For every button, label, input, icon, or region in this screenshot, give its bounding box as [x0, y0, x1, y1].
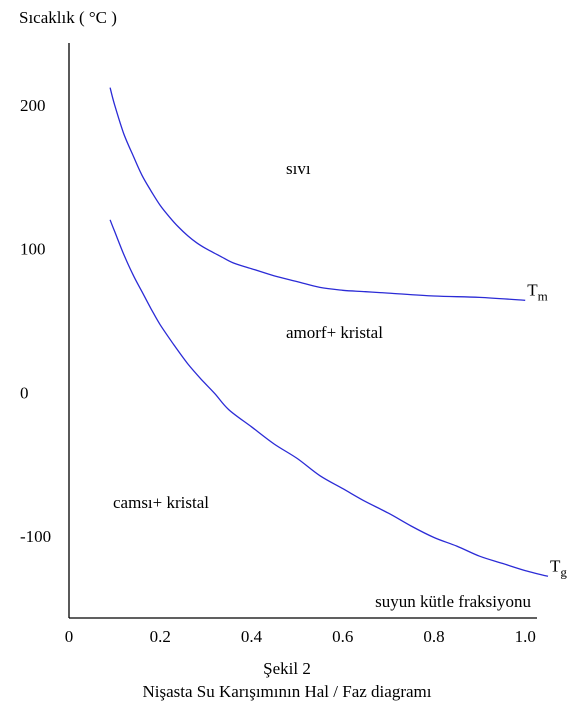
y-tick-label: 100 — [20, 240, 46, 259]
x-tick-label: 0.6 — [332, 627, 353, 646]
series-curves: Tm Tg — [109, 87, 567, 579]
x-tick-label: 0 — [65, 627, 74, 646]
x-tick-label: 1.0 — [515, 627, 536, 646]
x-tick-labels: 0 0.2 0.4 0.6 0.8 1.0 — [65, 627, 536, 646]
y-axis-label: Sıcaklık ( °C ) — [19, 8, 117, 27]
region-label-liquid: sıvı — [286, 159, 311, 178]
y-tick-label: 0 — [20, 383, 29, 402]
series-label-tm: Tm — [527, 280, 548, 303]
region-label-glass-crystal: camsı+ kristal — [113, 493, 209, 512]
series-line-tg — [109, 219, 549, 577]
figure-caption: Nişasta Su Karışımının Hal / Faz diagram… — [142, 682, 432, 701]
series-label-tg: Tg — [550, 556, 567, 579]
y-tick-label: -100 — [20, 527, 51, 546]
series-line-tm — [109, 87, 526, 301]
y-tick-label: 200 — [20, 96, 46, 115]
x-tick-label: 0.4 — [241, 627, 263, 646]
figure-number: Şekil 2 — [263, 659, 311, 678]
x-tick-label: 0.2 — [150, 627, 171, 646]
region-label-amorphous-crystal: amorf+ kristal — [286, 323, 383, 342]
x-axis-label: suyun kütle fraksiyonu — [375, 592, 531, 611]
x-tick-label: 0.8 — [423, 627, 444, 646]
y-tick-labels: 200 100 0 -100 — [20, 96, 51, 546]
